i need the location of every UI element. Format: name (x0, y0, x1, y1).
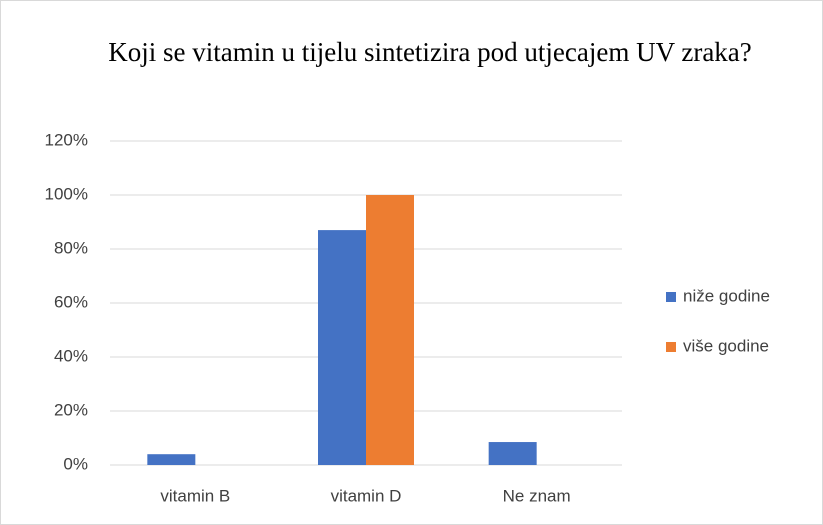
legend-swatch (666, 292, 676, 302)
bar (147, 454, 196, 465)
y-tick-label: 120% (45, 130, 88, 149)
bar (366, 195, 414, 465)
y-tick-label: 80% (54, 238, 88, 257)
legend-label: više godine (683, 336, 769, 355)
x-tick-label: Ne znam (503, 486, 571, 505)
bar (488, 442, 537, 465)
chart-title: Koji se vitamin u tijelu sintetizira pod… (108, 37, 752, 67)
y-tick-label: 40% (54, 346, 88, 365)
y-tick-label: 60% (54, 292, 88, 311)
legend-swatch (666, 342, 676, 352)
x-tick-label: vitamin B (160, 486, 230, 505)
legend-label: niže godine (683, 286, 770, 305)
y-tick-label: 0% (63, 454, 88, 473)
bar (318, 230, 366, 465)
x-tick-label: vitamin D (331, 486, 402, 505)
y-tick-label: 100% (45, 184, 88, 203)
y-tick-label: 20% (54, 400, 88, 419)
